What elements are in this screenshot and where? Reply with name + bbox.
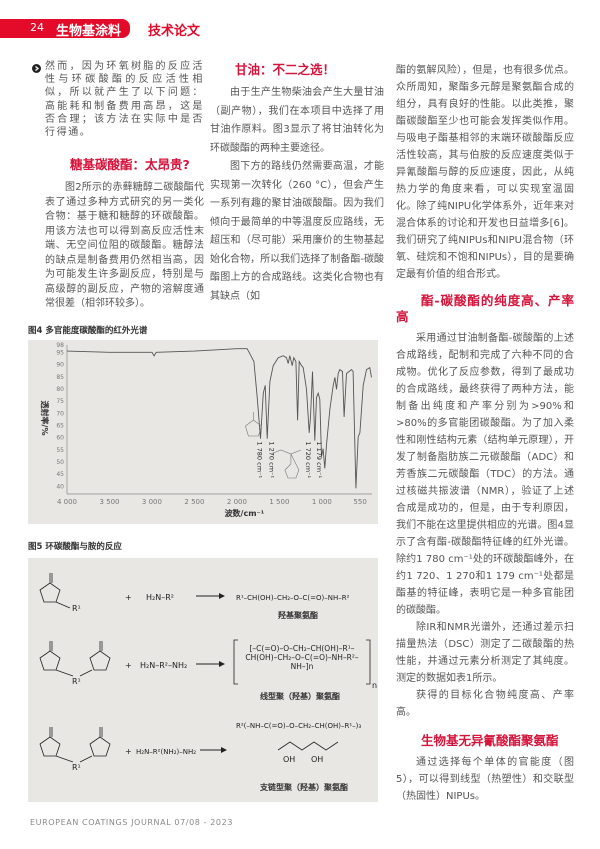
product-label: 羟基聚氨酯 <box>278 610 318 620</box>
x-tick-label: 550 <box>353 498 366 506</box>
spectrum-line <box>66 348 372 489</box>
heading-glycerol: 甘油：不二之选！ <box>235 62 336 77</box>
x-tick-label: 1 500 <box>269 498 289 506</box>
product-formula: R¹–CH(OH)–CH₂–O–C(=O)–NH–R² <box>236 594 350 602</box>
repeat-n-label: n <box>372 681 377 690</box>
y-tick-label: 98 <box>56 342 64 349</box>
figure5-panel: R¹ + H₂N–R² R¹–CH(OH)–CH₂–O–C(=O)–NH–R² … <box>28 558 378 802</box>
y-tick-label: 80 <box>56 386 64 393</box>
cyclic-carbonate-monomer: R¹ <box>39 572 81 613</box>
r1-label: R¹ <box>72 763 81 772</box>
figure5-caption: 图5 环碳酸酯与胺的反应 <box>28 542 122 552</box>
peak-annotation: 1 270 cm⁻¹ <box>267 441 275 478</box>
figure4-caption: 图4 多官能度碳酸酯的红外光谱 <box>28 326 148 336</box>
diamine-reactant: H₂N–R²–NH₂ <box>140 661 187 670</box>
y-tick-label: 85 <box>56 374 64 381</box>
column-1: 然而，因为环氧树脂的反应活性与环碳酸酯的反应活性相似，所以就产生了以下问题：高能… <box>32 60 204 312</box>
dicarbonate-monomer: R¹ <box>39 726 111 772</box>
peak-annotation: 1 179 cm⁻¹ <box>315 441 323 478</box>
y-tick-label: 65 <box>56 423 64 430</box>
ester-carbonate-structure <box>270 449 302 479</box>
y-tick-label: 55 <box>56 447 64 454</box>
plus-sign: + <box>125 661 132 670</box>
arrow-bullet-icon <box>32 64 41 73</box>
x-tick-label: 4 000 <box>57 498 77 506</box>
plus-sign: + <box>125 593 132 602</box>
column-2: 甘油：不二之选！ 由于生产生物柴油会产生大量甘油（副产物），我们在本项目中选择了… <box>210 62 384 306</box>
y-tick-label: 95 <box>56 350 64 357</box>
page-number: 24 <box>30 21 44 34</box>
footer-journal: EUROPEAN COATINGS JOURNAL 07/08 - 2023 <box>30 818 234 827</box>
paragraph: 除IR和NMR光谱外，还通过差示扫描量热法（DSC）测定了二碳酸酯的热性能，并通… <box>396 622 574 684</box>
paragraph: 由于生产生物柴油会产生大量甘油（副产物），我们在本项目中选择了用甘油作原料。图3… <box>210 87 384 154</box>
y-tick-label: 70 <box>56 410 64 417</box>
cyclic-carbonate-structure <box>245 412 262 437</box>
paragraph: 图下方的路线仍然需要高温，才能实现第一次转化（260 °C），但会产生一系列有趣… <box>210 161 384 302</box>
y-tick-label: 50 <box>56 459 64 466</box>
category-title: 技术论文 <box>148 24 201 39</box>
product-formula: [–C(=O)–O–CH₂–CH(OH)–R¹–CH(OH)–CH₂–O–C(=… <box>245 644 359 671</box>
r1-label: R¹ <box>72 604 81 613</box>
oh-label: OH <box>311 755 323 764</box>
x-tick-label: 2 500 <box>184 498 204 506</box>
x-tick-label: 1 000 <box>312 498 332 506</box>
heading-bio-nipu: 生物基无异氰酸酯聚氨酯 <box>421 733 559 748</box>
section-title: 生物基涂料 <box>56 24 122 39</box>
header-bar <box>0 19 130 38</box>
product-formula: R²(–NH–C(=O)–O–CH₂–CH(OH)–R¹–)₃ <box>236 722 361 730</box>
x-axis-label: 波数/cm⁻¹ <box>225 508 265 518</box>
paragraph: 酯的氨解风险），但是，也有很多优点。众所周知，聚酯多元醇是聚氨酯合成的组分，具有… <box>396 65 574 280</box>
amine-reactant: H₂N–R² <box>146 593 174 602</box>
branch-skeleton <box>277 741 339 751</box>
product-label: 支链型聚（羟基）聚氨酯 <box>259 782 348 792</box>
paragraph: 通过选择每个单体的官能度（图5），可以得到线型（热塑性）和交联型（热固性）NIP… <box>396 757 574 802</box>
triamine-reactant: H₂N–R²(NH₂)–NH₂ <box>136 748 196 756</box>
polymer-brackets <box>233 639 371 685</box>
column-3: 酯的氨解风险），但是，也有很多优点。众所周知，聚酯多元醇是聚氨酯合成的组分，具有… <box>396 62 574 805</box>
y-tick-label: 40 <box>56 483 64 490</box>
peak-annotation: 1 720 cm⁻¹ <box>304 441 312 478</box>
y-tick-label: 75 <box>56 398 64 405</box>
paragraph: 采用通过甘油制备酯-碳酸酯的上述合成路线，配制和完成了六种不同的合成物。优化了反… <box>396 333 574 616</box>
dicarbonate-monomer: R¹ <box>39 640 111 686</box>
x-tick-label: 2 000 <box>227 498 247 506</box>
y-axis-label: 透射率/% <box>40 401 50 436</box>
paragraph: 获得的目标化合物纯度高、产率高。 <box>396 690 574 718</box>
intro-paragraph: 然而，因为环氧树脂的反应活性与环碳酸酯的反应活性相似，所以就产生了以下问题：高能… <box>45 61 204 139</box>
reaction-scheme: R¹ + H₂N–R² R¹–CH(OH)–CH₂–O–C(=O)–NH–R² … <box>39 572 377 792</box>
x-tick-label: 3 000 <box>142 498 162 506</box>
r1-label: R¹ <box>72 677 81 686</box>
paragraph: 图2所示的赤藓糖醇二碳酸酯代表了通过多种方式研究的另一类化合物：基于糖和糖醇的环… <box>45 182 204 310</box>
y-tick-label: 60 <box>56 435 64 442</box>
heading-ester-carbonate: 酯-碳酸酯的纯度高、产率高 <box>396 293 574 324</box>
x-tick-label: 3 500 <box>99 498 119 506</box>
plus-sign: + <box>125 747 132 756</box>
y-tick-label: 90 <box>56 362 64 369</box>
y-tick-label: 45 <box>56 471 64 478</box>
heading-sugar-carbonate: 糖基碳酸酯：太昂贵? <box>70 157 190 173</box>
product-label: 线型聚（羟基）聚氨酯 <box>260 691 340 701</box>
peak-annotation: 1 780 cm⁻¹ <box>256 441 264 478</box>
oh-label: OH <box>283 755 295 764</box>
figure4-panel: 98 95 90 85 80 75 70 65 60 55 50 45 40 4 000 3 500 3 00… <box>28 340 378 524</box>
